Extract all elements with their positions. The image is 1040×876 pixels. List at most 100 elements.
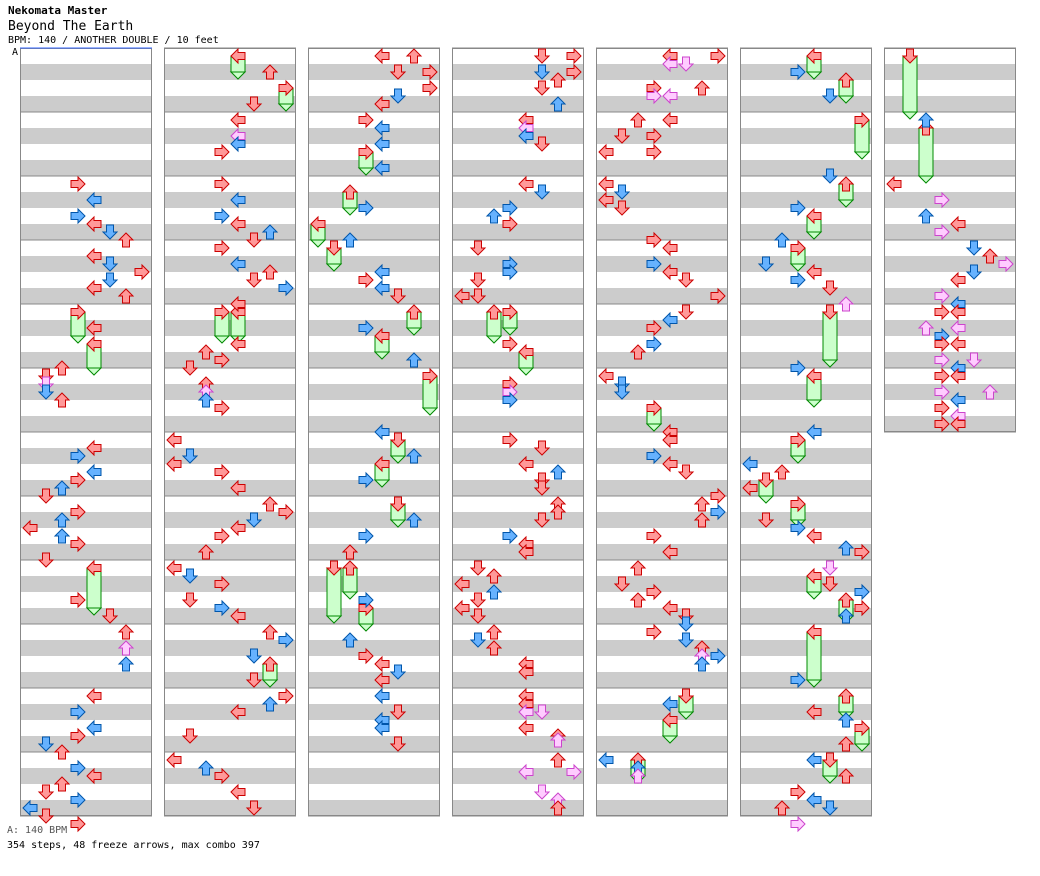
freeze-tail [805,231,823,240]
step-arrow [950,319,966,337]
beat-stripe [164,288,296,304]
step-arrow [261,64,279,80]
freeze-tail [677,711,695,720]
step-arrow [214,303,230,321]
step-arrow [790,239,806,257]
beat-stripe [740,640,872,656]
step-arrow [86,439,102,457]
step-arrow [950,303,966,321]
step-arrow [214,599,230,617]
step-arrow [70,759,86,777]
step-arrow [790,815,806,833]
freeze-tail [373,351,391,360]
step-arrow [677,616,695,632]
step-arrow [422,367,438,385]
step-arrow [53,392,71,408]
beat-stripe [452,96,584,112]
step-arrow [502,527,518,545]
step-arrow [405,352,423,368]
beat-stripe [740,64,872,80]
step-arrow [278,503,294,521]
beat-stripe [452,192,584,208]
step-arrow [374,655,390,673]
step-arrow [773,464,791,480]
step-arrow [901,48,919,64]
step-arrow [502,263,518,281]
step-arrow [181,448,199,464]
step-arrow [230,215,246,233]
beat-stripe [740,384,872,400]
beat-stripe [452,320,584,336]
step-arrow [934,383,950,401]
beat-stripe [20,288,152,304]
beat-stripe [308,416,440,432]
step-arrow [101,272,119,288]
beat-stripe [308,192,440,208]
beat-stripe [740,288,872,304]
step-arrow [533,784,551,800]
beat-stripe [308,640,440,656]
step-arrow [533,80,551,96]
beat-stripe [596,640,728,656]
freeze-tail [357,623,375,632]
step-arrow [86,719,102,737]
step-arrow [518,763,534,781]
freeze-tail [309,239,327,248]
beat-stripe [164,160,296,176]
beat-stripe [308,448,440,464]
beat-stripe [20,224,152,240]
beat-stripe [596,160,728,176]
chart-stats: 354 steps, 48 freeze arrows, max combo 3… [7,840,260,851]
step-arrow [598,191,614,209]
freeze-tail [421,407,439,416]
step-arrow [965,352,983,368]
step-arrow [502,303,518,321]
beat-stripe [740,128,872,144]
freeze-tail [821,775,839,784]
step-arrow [214,351,230,369]
beat-stripe [164,576,296,592]
beat-stripe [20,512,152,528]
freeze-tail [85,367,103,376]
step-arrow [950,415,966,433]
beat-stripe [20,352,152,368]
step-arrow [197,344,215,360]
step-arrow [358,471,374,489]
step-arrow [646,319,662,337]
beat-stripe [308,160,440,176]
step-arrow [469,632,487,648]
freeze-tail [213,335,231,344]
beat-stripe [20,192,152,208]
step-arrow [358,271,374,289]
step-arrow [230,47,246,65]
beat-stripe [20,128,152,144]
step-arrow [518,663,534,681]
chart-column [596,47,728,817]
step-arrow [662,695,678,713]
beat-stripe [452,384,584,400]
step-arrow [950,391,966,409]
step-arrow [646,127,662,145]
section-marker: A [12,47,19,58]
step-arrow [886,175,902,193]
freeze-tail [661,735,679,744]
step-arrow [37,384,55,400]
beat-stripe [884,320,1016,336]
chart-notes [886,48,1014,433]
step-arrow [405,48,423,64]
step-arrow [341,232,359,248]
step-arrow [53,360,71,376]
step-arrow [790,783,806,801]
step-arrow [533,48,551,64]
step-arrow [854,719,870,737]
column-border [884,48,1016,432]
step-arrow [117,624,135,640]
beat-stripe [164,256,296,272]
beat-stripe [164,320,296,336]
beat-stripe [596,224,728,240]
step-arrow [245,648,263,664]
step-arrow [374,279,390,297]
column-border [740,48,872,816]
beat-stripe [452,416,584,432]
chart-notes [598,47,726,784]
